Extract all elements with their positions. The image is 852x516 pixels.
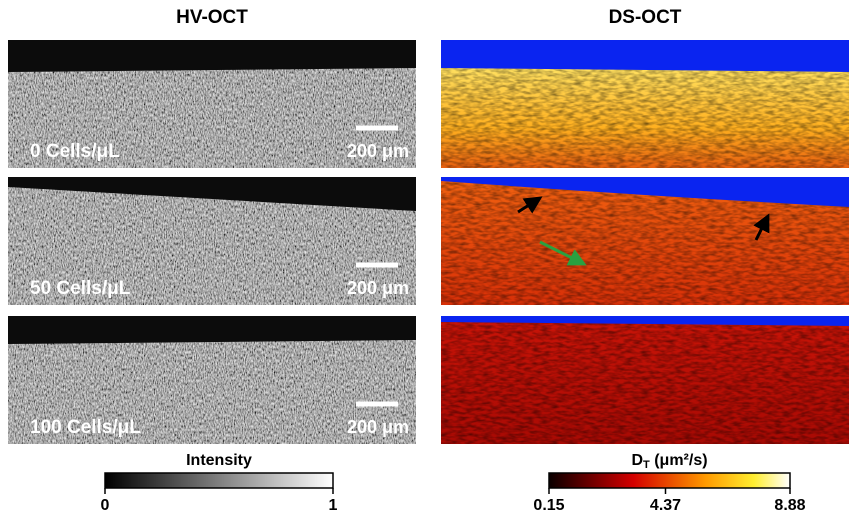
unit: (μm²/s) [650,452,708,469]
row-label: 0 Cells/μL [30,141,120,162]
colorbar [105,473,333,488]
column-title: HV-OCT [176,7,248,28]
colorbar-label: Intensity [186,452,252,469]
diffusion-texture [441,68,849,168]
colorbar-label: DT (μm²/s) [631,452,707,471]
panels: HV-OCT DS-OCT 0 Cells/μL 200 μm 50 Cells/μL 2… [8,7,849,444]
colorbar [549,473,790,488]
scale-bar-label: 200 μm [347,278,409,298]
figure: HV-OCT DS-OCT 0 Cells/μL 200 μm 50 Cells/μL 2… [0,0,852,516]
tick-label: 1 [329,497,338,514]
tick-label: 0 [101,497,110,514]
tick-label: 4.37 [650,497,681,514]
symbol: D [631,452,643,469]
diffusion-texture [441,322,849,444]
row-label: 100 Cells/μL [30,417,141,438]
colorbars: Intensity 0 1 DT (μm²/s) 0.15 4.37 8.88 [101,452,806,514]
scale-bar-label: 200 μm [347,417,409,437]
page: HV-OCT DS-OCT 0 Cells/μL 200 μm 50 Cells/μL 2… [0,0,852,516]
row-label: 50 Cells/μL [30,278,131,299]
tick-label: 0.15 [533,497,564,514]
tick-label: 8.88 [774,497,805,514]
scale-bar-label: 200 μm [347,141,409,161]
column-title: DS-OCT [609,7,682,28]
